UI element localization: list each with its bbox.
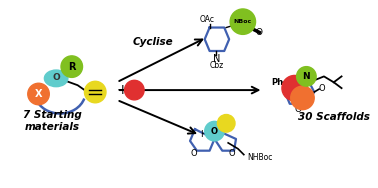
Text: O: O	[211, 127, 218, 136]
Text: NBoc: NBoc	[234, 19, 252, 24]
Circle shape	[61, 56, 82, 77]
Text: NHBoc: NHBoc	[248, 153, 273, 162]
Text: N: N	[302, 72, 310, 81]
Circle shape	[282, 75, 307, 101]
Text: Cyclise: Cyclise	[133, 37, 173, 47]
Circle shape	[217, 114, 235, 132]
Text: O: O	[319, 84, 325, 93]
Ellipse shape	[44, 70, 68, 87]
Text: R: R	[68, 62, 76, 72]
Circle shape	[230, 9, 256, 34]
Text: O: O	[294, 105, 301, 114]
Text: Cbz: Cbz	[209, 61, 223, 70]
Circle shape	[297, 67, 316, 86]
Text: H: H	[200, 130, 207, 139]
Text: N: N	[213, 54, 220, 64]
Text: O: O	[256, 28, 263, 37]
Text: Ph: Ph	[271, 78, 283, 87]
Circle shape	[291, 86, 314, 110]
Text: 30 Scaffolds: 30 Scaffolds	[298, 112, 370, 122]
Text: OAc: OAc	[199, 15, 214, 24]
Text: O: O	[52, 73, 60, 82]
Circle shape	[125, 80, 144, 100]
Text: +: +	[117, 83, 129, 97]
Text: X: X	[35, 89, 42, 99]
Text: O: O	[229, 149, 235, 158]
Circle shape	[28, 83, 49, 105]
Circle shape	[205, 121, 224, 141]
Circle shape	[84, 81, 106, 103]
Text: 7 Starting
materials: 7 Starting materials	[23, 110, 82, 132]
Text: O: O	[191, 149, 197, 158]
